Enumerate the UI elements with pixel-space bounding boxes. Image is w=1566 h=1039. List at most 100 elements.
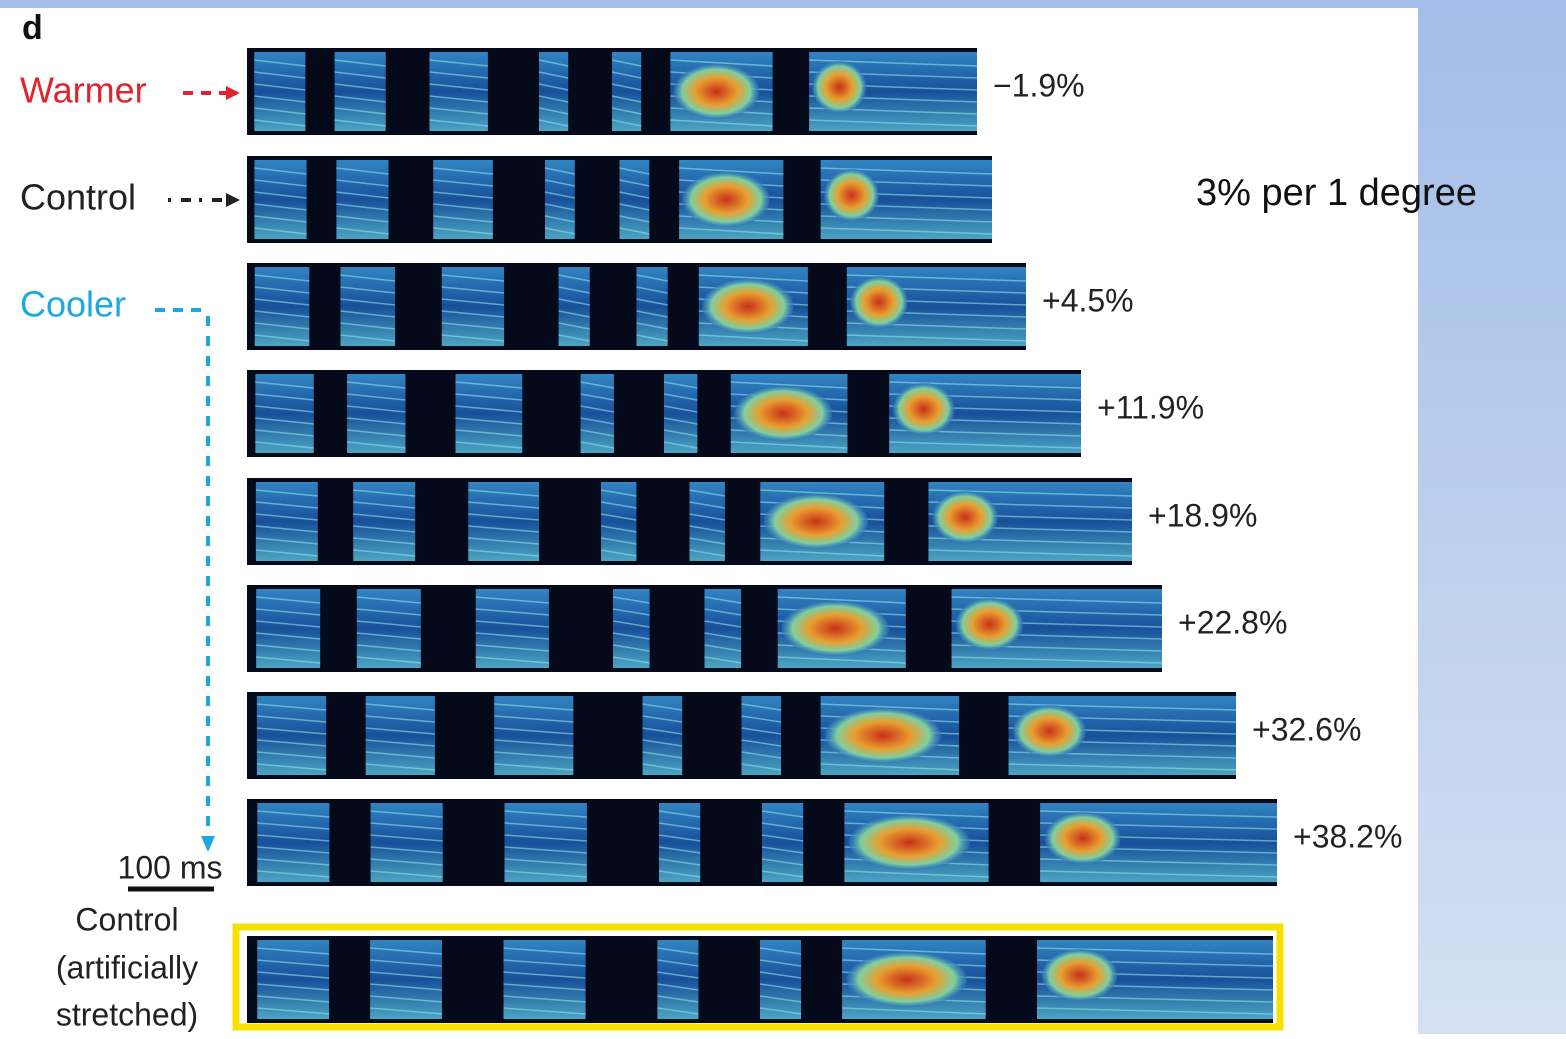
harmonic <box>256 727 327 735</box>
harmonic <box>257 959 330 967</box>
harmonic <box>429 59 488 67</box>
spectrogram <box>247 48 978 135</box>
harmonic <box>928 549 1133 557</box>
harmonic <box>370 995 443 1003</box>
syllable <box>619 160 650 239</box>
syllable <box>762 803 804 882</box>
harmonic <box>257 1007 330 1015</box>
harmonic <box>612 620 650 628</box>
harmonic <box>475 596 550 604</box>
harmonic <box>663 393 698 401</box>
syllable <box>601 482 637 561</box>
harmonic <box>642 703 683 711</box>
harmonic <box>809 59 978 67</box>
harmonic <box>670 119 773 127</box>
harmonic <box>370 834 443 842</box>
harmonic <box>356 644 421 652</box>
cooler-label: Cooler <box>20 284 126 325</box>
syllable <box>539 52 569 131</box>
harmonic <box>433 179 493 187</box>
harmonic <box>254 107 306 115</box>
harmonic <box>619 215 650 223</box>
harmonic <box>658 846 701 854</box>
harmonic <box>704 596 742 604</box>
harmonic <box>612 608 650 616</box>
syllable <box>353 482 416 561</box>
harmonic <box>761 810 804 818</box>
harmonic <box>504 870 587 878</box>
harmonic <box>759 971 802 979</box>
harmonic <box>544 227 575 235</box>
harmonic <box>468 525 540 533</box>
harmonic <box>257 810 330 818</box>
harmonic <box>580 405 615 413</box>
harmonic <box>844 870 989 878</box>
spectrogram <box>247 478 1133 565</box>
harmonic <box>254 274 310 282</box>
harmonic <box>441 334 505 342</box>
harmonic <box>619 179 650 187</box>
harmonic <box>611 71 642 79</box>
harmonic <box>257 983 330 991</box>
harmonic <box>256 620 321 628</box>
harmonic <box>475 644 550 652</box>
harmonic <box>657 1007 699 1015</box>
harmonic <box>1037 1007 1274 1015</box>
harmonic <box>657 995 699 1003</box>
harmonic <box>846 274 1027 282</box>
syllable <box>664 374 698 453</box>
harmonic <box>558 310 590 318</box>
harmonic <box>612 596 650 604</box>
syllable <box>256 589 321 668</box>
harmonic <box>347 441 406 449</box>
syllable <box>254 267 310 346</box>
harmonic <box>504 810 587 818</box>
harmonic <box>254 298 310 306</box>
spectrograms <box>247 48 1278 1023</box>
harmonic <box>704 656 742 664</box>
syllable <box>580 374 614 453</box>
harmonic <box>255 417 314 425</box>
harmonic <box>612 644 650 652</box>
harmonic <box>503 1007 586 1015</box>
harmonic <box>600 501 637 509</box>
harmonic <box>257 971 330 979</box>
spectrogram <box>247 370 1082 457</box>
syllable <box>659 803 701 882</box>
harmonic <box>475 620 550 628</box>
harmonic <box>334 95 386 103</box>
harmonic <box>433 227 493 235</box>
hot-spot <box>1041 949 1118 1002</box>
harmonic <box>600 537 637 545</box>
harmonic <box>336 167 389 175</box>
harmonic <box>255 393 314 401</box>
harmonic <box>538 83 569 91</box>
harmonic <box>503 995 586 1003</box>
harmonic <box>538 95 569 103</box>
harmonic <box>759 983 802 991</box>
harmonic <box>642 751 683 759</box>
harmonic <box>761 870 804 878</box>
harmonic <box>759 1007 802 1015</box>
percent-label: +22.8% <box>1178 604 1287 640</box>
harmonic <box>544 167 575 175</box>
harmonic <box>429 71 488 79</box>
harmonic <box>820 167 993 175</box>
hot-spot <box>955 598 1024 651</box>
spectrogram <box>247 263 1027 350</box>
harmonic <box>741 727 782 735</box>
syllable <box>257 803 330 882</box>
harmonic <box>611 95 642 103</box>
harmonic <box>504 834 587 842</box>
harmonic <box>356 596 421 604</box>
syllable <box>760 940 802 1019</box>
harmonic <box>255 537 318 545</box>
syllable <box>704 589 742 668</box>
syllable <box>558 267 590 346</box>
harmonic <box>340 322 396 330</box>
hot-spot <box>893 383 955 436</box>
harmonic <box>475 608 550 616</box>
harmonic <box>503 971 586 979</box>
harmonic <box>347 429 406 437</box>
